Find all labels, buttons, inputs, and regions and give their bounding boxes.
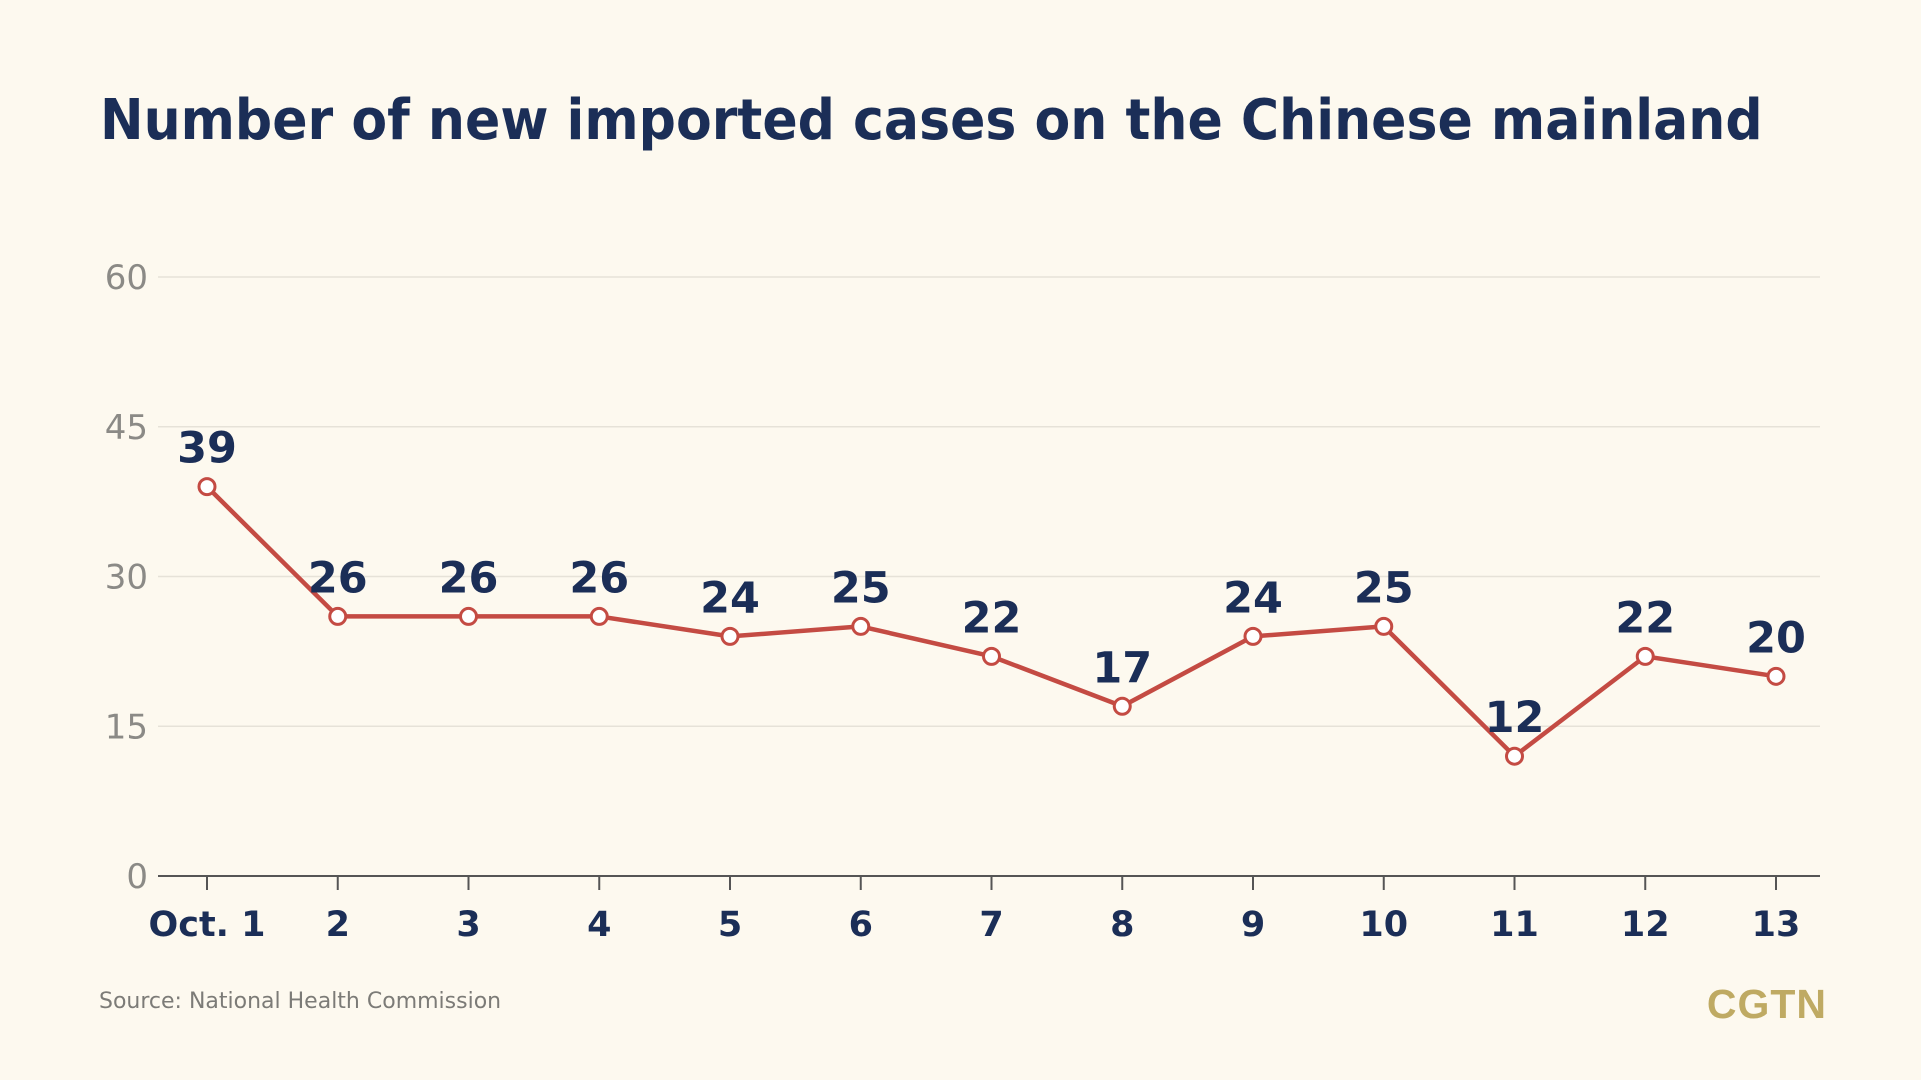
- data-point: [1635, 646, 1655, 666]
- x-tick-label: 13: [1752, 905, 1801, 945]
- x-tick-label: 4: [587, 905, 611, 945]
- data-point: [1374, 616, 1394, 636]
- x-tick-label: 6: [849, 905, 873, 945]
- data-label: 22: [962, 593, 1022, 643]
- y-tick-labels: 0 15 30 45 60: [105, 258, 148, 897]
- data-label: 12: [1485, 693, 1545, 743]
- data-point: [459, 606, 478, 626]
- data-label: 17: [1092, 643, 1152, 693]
- data-point: [589, 606, 609, 626]
- data-point: [982, 646, 1001, 666]
- y-tick-label-60: 60: [105, 258, 148, 298]
- data-label: 24: [700, 573, 760, 623]
- data-point: [1505, 746, 1524, 766]
- data-point: [328, 606, 348, 626]
- data-label: 22: [1615, 593, 1675, 643]
- x-tick-label: 11: [1490, 905, 1539, 945]
- data-point: [720, 626, 740, 646]
- x-tick-label: 12: [1621, 905, 1670, 945]
- y-tick-label-15: 15: [105, 707, 148, 747]
- data-label: 25: [831, 563, 891, 613]
- data-label: 26: [439, 553, 499, 603]
- data-label: 39: [177, 424, 237, 474]
- data-label: 26: [569, 553, 629, 603]
- x-tick-label: 3: [456, 905, 480, 945]
- x-tick-label: 5: [718, 905, 742, 945]
- x-tick-label: 8: [1110, 905, 1134, 945]
- x-tick-label: 7: [979, 905, 1003, 945]
- x-tick-labels: Oct. 1 2 3 4 5 6 7 8 9 10 11 12 13: [148, 905, 1800, 945]
- data-points: [197, 477, 1786, 766]
- x-tick-label: 10: [1359, 905, 1408, 945]
- y-tick-label-45: 45: [105, 408, 148, 448]
- data-point: [851, 616, 871, 636]
- data-labels: 39 26 26 26 24 25 22 17 24 25 12 22 20: [177, 424, 1806, 744]
- y-tick-label-30: 30: [105, 558, 148, 598]
- y-tick-label-0: 0: [126, 857, 148, 897]
- data-label: 25: [1354, 563, 1414, 613]
- brand-logo: CGTN: [1706, 981, 1827, 1027]
- data-label: 26: [308, 553, 368, 603]
- gridlines: [158, 276, 1820, 727]
- data-point: [1243, 626, 1263, 646]
- data-point: [1112, 696, 1132, 716]
- x-tick-label: 2: [326, 905, 350, 945]
- x-axis: [158, 875, 1820, 890]
- data-label: 24: [1223, 573, 1283, 623]
- source-note: Source: National Health Commission: [99, 989, 502, 1014]
- data-label: 20: [1746, 613, 1806, 663]
- data-point: [197, 477, 217, 497]
- chart-title: Number of new imported cases on the Chin…: [100, 88, 1763, 153]
- x-tick-label: Oct. 1: [148, 905, 265, 945]
- data-point: [1766, 666, 1786, 686]
- x-tick-label: 9: [1241, 905, 1265, 945]
